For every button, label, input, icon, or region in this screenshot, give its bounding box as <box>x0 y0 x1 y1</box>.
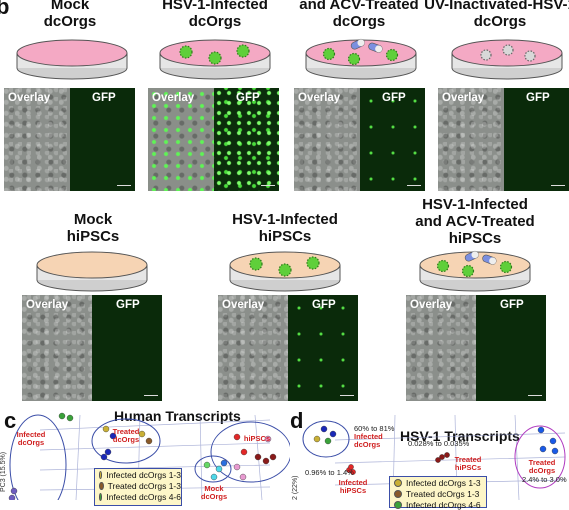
pc2-axis-label: 2 (22%) <box>292 475 299 500</box>
micrograph-acv-treated-dcorgs: Overlay GFP <box>294 88 425 191</box>
micrograph-infected-dcorgs: Overlay GFP <box>148 88 279 191</box>
group-label-infected-dcorgs-d: Infected dcOrgs <box>354 433 390 449</box>
overlay-label: Overlay <box>26 299 68 311</box>
overlay-label: Overlay <box>442 92 484 104</box>
range-treated-dcorgs: 2.4% to 3.0% <box>522 476 567 484</box>
scale-bar <box>407 185 421 186</box>
legend-item: Infected dcOrgs 1-3 <box>390 477 486 488</box>
legend-hsv1: Infected dcOrgs 1-3 Treated dcOrgs 1-3 I… <box>389 476 487 508</box>
legend-item: Treated dcOrgs 1-3 <box>390 488 486 499</box>
overlay-label: Overlay <box>410 299 452 311</box>
legend-human: Infected dcOrgs 1-3 Treated dcOrgs 1-3 I… <box>94 468 182 506</box>
scale-bar <box>340 395 354 396</box>
dish-acv-treated-dcorgs <box>304 38 419 80</box>
dish-uv-inactivated-dcorgs <box>450 38 565 80</box>
legend-item: Infected dcOrgs 1-3 <box>95 469 181 480</box>
gfp-label: GFP <box>500 299 524 311</box>
overlay-label: Overlay <box>8 92 50 104</box>
group-label-hipscs: hiPSCs <box>240 435 274 443</box>
dish-mock-dcorgs <box>15 38 130 80</box>
group-label-treated-dcorgs-d: Treated dcOrgs <box>522 459 562 475</box>
range-infected-hipscs: 0.96% to 1.4% <box>305 469 354 477</box>
gfp-label: GFP <box>312 299 336 311</box>
overlay-label: Overlay <box>222 299 264 311</box>
scale-bar <box>144 395 158 396</box>
dish-acv-treated-hipscs <box>418 250 533 292</box>
legend-dot <box>99 471 102 479</box>
pc3-axis-label: PC3 (15.5%) <box>0 452 7 492</box>
scale-bar <box>528 395 542 396</box>
overlay-label: Overlay <box>298 92 340 104</box>
group-label-mock-dcorgs: Mock dcOrgs <box>196 485 232 501</box>
range-treated-hipscs: 0.028% to 0.035% <box>408 440 469 448</box>
dish-infected-hipscs <box>228 250 343 292</box>
gfp-label: GFP <box>236 92 260 104</box>
micrograph-mock-hipscs: Overlay GFP <box>22 295 162 401</box>
micrograph-uv-inactivated-dcorgs: Overlay GFP <box>438 88 569 191</box>
legend-item: Treated dcOrgs 1-3 <box>95 480 181 491</box>
group-label-treated-hipscs: Treated hiPSCs <box>450 456 486 472</box>
micrograph-acv-treated-hipscs: Overlay GFP <box>406 295 546 401</box>
group-label-treated-dcorgs: Treated dcOrgs <box>110 428 142 444</box>
legend-dot <box>99 482 104 490</box>
micrograph-mock-dcorgs: Overlay GFP <box>4 88 135 191</box>
group-label-infected-dcorgs: Infected dcOrgs <box>14 431 48 447</box>
legend-dot <box>394 490 402 498</box>
gfp-label: GFP <box>526 92 550 104</box>
legend-dot <box>394 501 402 509</box>
gfp-label: GFP <box>92 92 116 104</box>
scale-bar <box>117 185 131 186</box>
gfp-label: GFP <box>382 92 406 104</box>
legend-item: Infected dcOrgs 4-6 <box>390 499 486 510</box>
scale-bar <box>261 185 275 186</box>
group-label-infected-hipscs: Infected hiPSCs <box>333 479 373 495</box>
legend-dot <box>99 493 102 501</box>
micrograph-infected-hipscs: Overlay GFP <box>218 295 358 401</box>
scale-bar <box>551 185 565 186</box>
legend-dot <box>394 479 402 487</box>
overlay-label: Overlay <box>152 92 194 104</box>
dish-infected-dcorgs <box>158 38 273 80</box>
legend-item: Infected dcOrgs 4-6 <box>95 491 181 502</box>
gfp-label: GFP <box>116 299 140 311</box>
dish-mock-hipscs <box>35 250 150 292</box>
